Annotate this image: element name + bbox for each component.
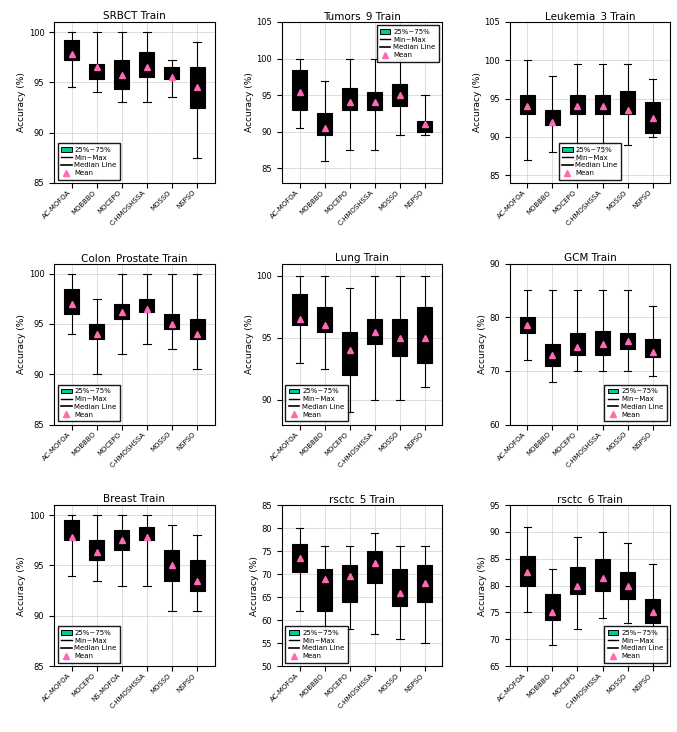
Title: SRBCT Train: SRBCT Train (103, 11, 166, 21)
PathPatch shape (545, 594, 560, 621)
PathPatch shape (139, 527, 154, 540)
Title: Lung Train: Lung Train (335, 253, 389, 263)
Legend: 25%~75%, Min~Max, Median Line, Mean: 25%~75%, Min~Max, Median Line, Mean (605, 627, 667, 662)
PathPatch shape (620, 333, 635, 349)
PathPatch shape (114, 304, 129, 319)
Title: Tumors_9 Train: Tumors_9 Train (323, 11, 401, 22)
PathPatch shape (89, 324, 104, 339)
Y-axis label: Accuracy (%): Accuracy (%) (250, 556, 259, 616)
PathPatch shape (570, 567, 585, 594)
PathPatch shape (367, 551, 383, 583)
PathPatch shape (89, 64, 104, 79)
PathPatch shape (342, 88, 357, 110)
Title: Leukemia_3 Train: Leukemia_3 Train (545, 11, 635, 22)
Title: GCM Train: GCM Train (564, 253, 616, 263)
PathPatch shape (595, 95, 610, 114)
PathPatch shape (317, 569, 332, 611)
PathPatch shape (317, 113, 332, 135)
PathPatch shape (620, 572, 635, 599)
Legend: 25%~75%, Min~Max, Median Line, Mean: 25%~75%, Min~Max, Median Line, Mean (58, 627, 120, 662)
PathPatch shape (114, 60, 129, 89)
PathPatch shape (165, 67, 179, 79)
Legend: 25%~75%, Min~Max, Median Line, Mean: 25%~75%, Min~Max, Median Line, Mean (605, 385, 667, 421)
PathPatch shape (64, 40, 79, 60)
PathPatch shape (165, 550, 179, 580)
Y-axis label: Accuracy (%): Accuracy (%) (17, 72, 26, 132)
Y-axis label: Accuracy (%): Accuracy (%) (244, 72, 254, 132)
PathPatch shape (89, 540, 104, 561)
PathPatch shape (139, 299, 154, 312)
PathPatch shape (165, 314, 179, 329)
PathPatch shape (645, 599, 660, 623)
PathPatch shape (392, 84, 408, 106)
Legend: 25%~75%, Min~Max, Median Line, Mean: 25%~75%, Min~Max, Median Line, Mean (286, 627, 348, 662)
PathPatch shape (190, 319, 204, 339)
Legend: 25%~75%, Min~Max, Median Line, Mean: 25%~75%, Min~Max, Median Line, Mean (286, 385, 348, 421)
PathPatch shape (317, 307, 332, 332)
PathPatch shape (620, 91, 635, 114)
PathPatch shape (570, 333, 585, 355)
PathPatch shape (367, 319, 383, 344)
PathPatch shape (520, 317, 535, 333)
Legend: 25%~75%, Min~Max, Median Line, Mean: 25%~75%, Min~Max, Median Line, Mean (376, 26, 439, 61)
PathPatch shape (417, 565, 433, 602)
PathPatch shape (417, 307, 433, 362)
Y-axis label: Accuracy (%): Accuracy (%) (17, 314, 26, 374)
Legend: 25%~75%, Min~Max, Median Line, Mean: 25%~75%, Min~Max, Median Line, Mean (559, 143, 621, 179)
PathPatch shape (392, 319, 408, 356)
PathPatch shape (595, 559, 610, 591)
Y-axis label: Accuracy (%): Accuracy (%) (478, 314, 487, 374)
PathPatch shape (520, 556, 535, 586)
PathPatch shape (342, 332, 357, 375)
Legend: 25%~75%, Min~Max, Median Line, Mean: 25%~75%, Min~Max, Median Line, Mean (58, 385, 120, 421)
PathPatch shape (342, 565, 357, 602)
Y-axis label: Accuracy (%): Accuracy (%) (478, 556, 487, 616)
PathPatch shape (645, 102, 660, 133)
PathPatch shape (292, 70, 307, 110)
PathPatch shape (645, 339, 660, 357)
Y-axis label: Accuracy (%): Accuracy (%) (244, 314, 254, 374)
PathPatch shape (64, 520, 79, 540)
PathPatch shape (139, 52, 154, 78)
PathPatch shape (190, 561, 204, 591)
PathPatch shape (392, 569, 408, 606)
Y-axis label: Accuracy (%): Accuracy (%) (473, 72, 481, 132)
Title: rsctc_5 Train: rsctc_5 Train (329, 494, 395, 505)
Y-axis label: Accuracy (%): Accuracy (%) (17, 556, 26, 616)
PathPatch shape (545, 110, 560, 125)
PathPatch shape (520, 95, 535, 114)
Title: rsctc_6 Train: rsctc_6 Train (557, 494, 623, 505)
PathPatch shape (64, 288, 79, 314)
PathPatch shape (114, 530, 129, 550)
PathPatch shape (570, 95, 585, 114)
PathPatch shape (367, 92, 383, 110)
PathPatch shape (190, 67, 204, 108)
PathPatch shape (595, 331, 610, 355)
PathPatch shape (292, 544, 307, 572)
PathPatch shape (545, 344, 560, 365)
PathPatch shape (417, 121, 433, 132)
Title: Colon_Prostate Train: Colon_Prostate Train (81, 253, 188, 264)
PathPatch shape (292, 294, 307, 326)
Legend: 25%~75%, Min~Max, Median Line, Mean: 25%~75%, Min~Max, Median Line, Mean (58, 143, 120, 179)
Title: Breast Train: Breast Train (104, 494, 165, 504)
